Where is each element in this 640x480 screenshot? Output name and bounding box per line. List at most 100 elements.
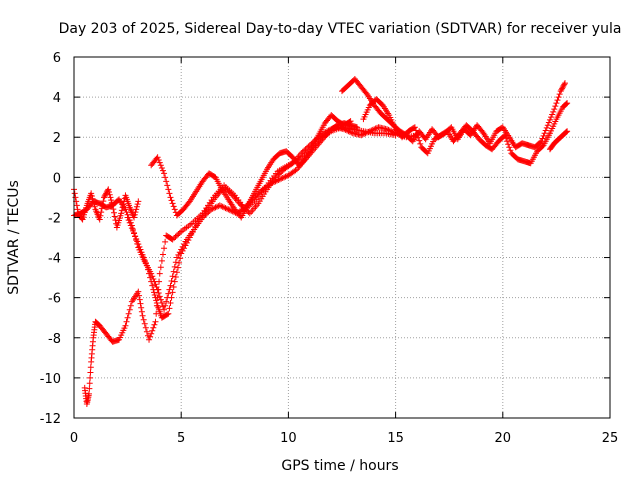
data-point	[164, 182, 171, 189]
data-point	[550, 108, 557, 115]
data-point	[506, 144, 513, 151]
data-point	[172, 273, 179, 280]
data-point	[119, 204, 126, 211]
data-point	[151, 321, 158, 328]
data-point	[88, 190, 95, 197]
data-point	[223, 205, 230, 212]
data-point	[174, 264, 181, 271]
data-point	[172, 233, 179, 240]
data-point	[346, 128, 353, 135]
data-point	[325, 127, 332, 134]
data-point	[74, 206, 81, 213]
data-point	[123, 318, 130, 325]
data-point	[226, 207, 233, 214]
data-point	[118, 207, 125, 214]
data-point	[282, 173, 289, 180]
data-point	[175, 251, 182, 258]
data-point	[191, 226, 198, 233]
data-point	[120, 201, 127, 208]
data-point	[167, 194, 174, 201]
data-point	[129, 227, 136, 234]
data-point	[554, 97, 561, 104]
y-tick-label: 6	[53, 51, 61, 66]
data-point	[225, 206, 232, 213]
data-point	[348, 129, 355, 136]
data-point	[136, 243, 143, 250]
data-point	[157, 264, 164, 271]
y-axis-ticks: -12 -10 -8 -6 -4 -2 0 2 4 6	[40, 51, 610, 427]
data-series	[81, 124, 399, 407]
data-point	[384, 126, 391, 133]
data-point	[551, 106, 558, 113]
data-point	[556, 91, 563, 98]
data-point	[132, 233, 139, 240]
data-point	[364, 129, 371, 136]
data-point	[73, 202, 80, 209]
data-point	[109, 202, 116, 209]
data-point	[167, 282, 174, 289]
data-point	[328, 126, 335, 133]
data-point	[170, 203, 177, 210]
data-point	[161, 306, 168, 313]
data-point	[298, 150, 305, 157]
data-point	[104, 187, 111, 194]
data-point	[134, 238, 141, 245]
y-tick-label: -12	[40, 412, 61, 427]
data-point	[479, 128, 486, 135]
data-point	[111, 209, 118, 216]
data-series	[546, 128, 571, 153]
data-point	[182, 242, 189, 249]
data-point	[86, 390, 93, 397]
data-point	[138, 308, 145, 315]
data-point	[303, 144, 310, 151]
data-point	[358, 132, 365, 139]
data-point	[135, 241, 142, 248]
data-point	[211, 205, 218, 212]
data-point	[169, 273, 176, 280]
data-point	[329, 125, 336, 132]
data-point	[552, 103, 559, 110]
data-point	[166, 305, 173, 312]
data-point	[143, 262, 150, 269]
data-point	[139, 312, 146, 319]
x-tick-label: 10	[280, 431, 297, 446]
data-point	[561, 81, 568, 88]
data-point	[239, 203, 246, 210]
data-point	[275, 171, 282, 178]
data-point	[135, 288, 142, 295]
data-point	[169, 200, 176, 207]
data-point	[167, 300, 174, 307]
data-point	[542, 127, 549, 134]
data-point	[546, 116, 553, 123]
data-point	[359, 131, 366, 138]
data-point	[170, 283, 177, 290]
data-point	[162, 302, 169, 309]
data-point	[105, 186, 112, 193]
data-point	[133, 203, 140, 210]
data-point	[152, 318, 159, 325]
data-point	[192, 223, 199, 230]
data-point	[178, 250, 185, 257]
data-point	[275, 177, 282, 184]
x-axis-label: GPS time / hours	[281, 458, 398, 474]
y-tick-label: 4	[53, 91, 61, 106]
data-point	[96, 216, 103, 223]
data-series	[339, 76, 568, 151]
data-point	[369, 126, 376, 133]
data-point	[128, 225, 135, 232]
data-point	[156, 270, 163, 277]
data-point	[171, 278, 178, 285]
data-point	[108, 197, 115, 204]
data-point	[163, 298, 170, 305]
y-tick-label: -8	[48, 332, 61, 347]
data-point	[537, 139, 544, 146]
data-point	[563, 128, 570, 135]
data-point	[564, 128, 571, 135]
data-point	[88, 193, 95, 200]
data-point	[272, 174, 279, 181]
data-point	[366, 128, 373, 135]
data-point	[89, 195, 96, 202]
data-point	[103, 190, 110, 197]
data-point	[301, 157, 308, 164]
data-point	[72, 194, 79, 201]
